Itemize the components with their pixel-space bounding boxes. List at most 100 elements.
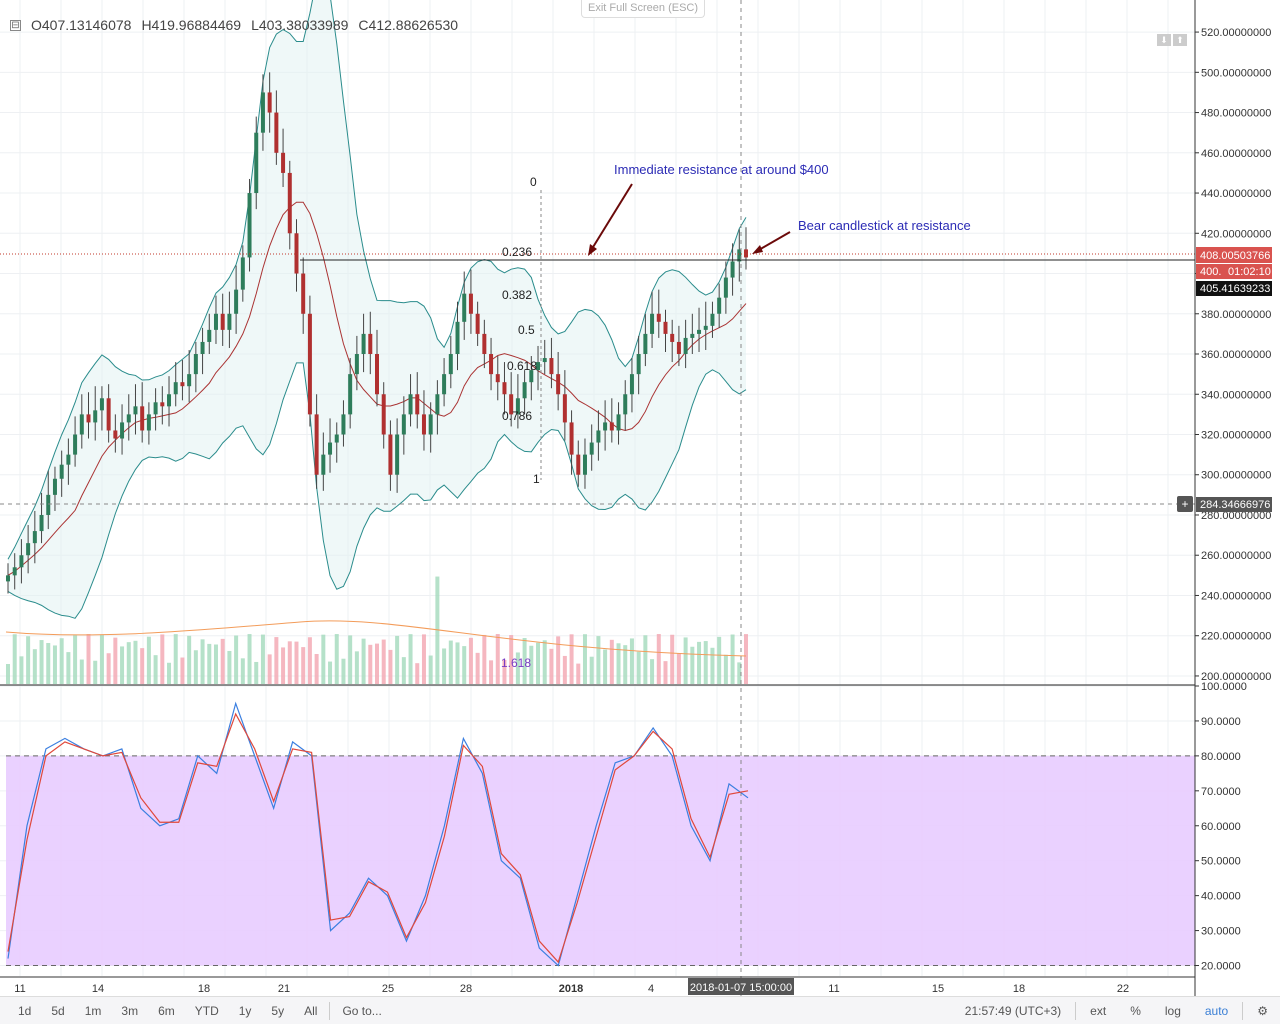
volume-bar bbox=[240, 658, 245, 684]
range-button-6m[interactable]: 6m bbox=[158, 1003, 175, 1018]
collapse-toggle-icon[interactable]: ⊟ bbox=[10, 19, 21, 31]
volume-bar bbox=[167, 662, 172, 684]
arrow-up-icon[interactable]: ⬆ bbox=[1173, 34, 1187, 46]
candle-body bbox=[542, 358, 547, 363]
candle-body bbox=[703, 325, 708, 330]
fib-label: 1 bbox=[533, 472, 540, 486]
stoch-band bbox=[6, 755, 1195, 966]
exit-full-screen-button[interactable]: Exit Full Screen (ESC) bbox=[581, 0, 705, 18]
volume-bar bbox=[274, 637, 279, 684]
volume-bar bbox=[213, 644, 218, 684]
fib-label: 0.618 bbox=[507, 359, 537, 373]
candle-body bbox=[254, 132, 259, 194]
candle-body bbox=[287, 172, 292, 234]
ext-button[interactable]: ext bbox=[1090, 1004, 1107, 1018]
candle-body bbox=[448, 354, 453, 375]
percent-button[interactable]: % bbox=[1130, 1004, 1141, 1018]
volume-bar bbox=[589, 656, 594, 684]
volume-bar bbox=[26, 636, 31, 684]
candle-body bbox=[582, 454, 587, 475]
volume-bar bbox=[133, 640, 138, 684]
candle-body bbox=[663, 321, 668, 334]
volume-bar bbox=[220, 638, 225, 684]
volume-bar bbox=[368, 644, 373, 684]
volume-bar bbox=[502, 659, 507, 684]
volume-bar bbox=[12, 634, 17, 684]
osc-tick-label: 20.0000 bbox=[1201, 961, 1241, 973]
candle-body bbox=[421, 414, 426, 435]
candle-body bbox=[12, 567, 17, 576]
volume-bar bbox=[173, 634, 178, 684]
volume-bar bbox=[328, 661, 333, 684]
range-button-5d[interactable]: 5d bbox=[51, 1003, 65, 1018]
range-button-3m[interactable]: 3m bbox=[121, 1003, 139, 1018]
range-button-ytd[interactable]: YTD bbox=[194, 1003, 219, 1018]
volume-bar bbox=[207, 643, 212, 684]
add-alert-icon[interactable]: + bbox=[1177, 496, 1193, 512]
candle-body bbox=[281, 152, 286, 173]
candle-body bbox=[307, 313, 312, 415]
candle-body bbox=[388, 434, 393, 475]
candle-body bbox=[401, 414, 406, 435]
chart-canvas[interactable]: 0 0.236 0.382 0.5 0.618 0.786 1 1.618 Immediate … bbox=[0, 0, 1280, 996]
candle-body bbox=[569, 422, 574, 455]
volume-bar bbox=[146, 636, 151, 684]
candle-body bbox=[683, 337, 688, 355]
range-button-5y[interactable]: 5y bbox=[271, 1003, 285, 1018]
volume-bar bbox=[421, 634, 426, 684]
candles bbox=[6, 72, 748, 594]
candle-body bbox=[603, 422, 608, 431]
ohlc-low: L403.38033989 bbox=[251, 17, 349, 33]
price-tick-label: 420.00000000 bbox=[1201, 228, 1271, 240]
auto-button[interactable]: auto bbox=[1204, 1004, 1229, 1018]
volume-bar bbox=[522, 638, 527, 684]
candle-body bbox=[321, 454, 326, 475]
fib-label: 0 bbox=[530, 175, 537, 189]
volume-bar bbox=[160, 634, 165, 684]
volume-bar bbox=[314, 654, 319, 684]
log-button[interactable]: log bbox=[1164, 1004, 1181, 1018]
candle-body bbox=[737, 249, 742, 262]
volume-bar bbox=[489, 660, 494, 684]
volume-bar bbox=[603, 649, 608, 684]
countdown-prefix: 400. bbox=[1200, 266, 1221, 278]
time-tick-label: 25 bbox=[382, 983, 394, 995]
volume-bar bbox=[744, 634, 748, 684]
volume-bar bbox=[200, 639, 205, 684]
volume-bar bbox=[636, 651, 641, 684]
candle-body bbox=[576, 454, 581, 475]
annotation-arrow bbox=[756, 231, 791, 252]
time-tick-label: 4 bbox=[648, 983, 654, 995]
fib-label: 1.618 bbox=[501, 656, 531, 670]
range-button-all[interactable]: All bbox=[304, 1003, 318, 1018]
candle-body bbox=[120, 422, 125, 439]
volume-bar bbox=[6, 664, 10, 684]
volume-bar bbox=[375, 643, 379, 684]
candle-body bbox=[676, 341, 681, 355]
candle-body bbox=[375, 354, 379, 395]
volume-bar bbox=[556, 636, 561, 684]
volume-bar bbox=[509, 635, 514, 684]
countdown-box bbox=[1196, 264, 1272, 279]
volume-bar bbox=[113, 637, 118, 684]
arrow-down-icon[interactable]: ⬇ bbox=[1157, 34, 1171, 46]
time-tick-label: 11 bbox=[828, 983, 839, 995]
candle-body bbox=[207, 329, 212, 342]
range-button-1y[interactable]: 1y bbox=[238, 1003, 252, 1018]
range-button-1m[interactable]: 1m bbox=[84, 1003, 102, 1018]
volume-bar bbox=[59, 638, 64, 684]
price-tick-label: 500.00000000 bbox=[1201, 67, 1271, 79]
price-tick-label: 240.00000000 bbox=[1201, 590, 1271, 602]
volume-bar bbox=[120, 646, 125, 684]
range-button-1d[interactable]: 1d bbox=[18, 1003, 32, 1018]
candle-body bbox=[730, 261, 735, 278]
volume-bar bbox=[106, 653, 111, 684]
gear-icon[interactable]: ⚙ bbox=[1257, 1004, 1268, 1018]
candle-body bbox=[609, 422, 614, 431]
volume-bar bbox=[260, 634, 265, 684]
bollinger-lower bbox=[7, 362, 747, 619]
volume-bar bbox=[549, 648, 554, 684]
osc-tick-label: 90.0000 bbox=[1201, 716, 1241, 728]
time-tick-label: 15 bbox=[932, 983, 944, 995]
goto-button[interactable]: Go to... bbox=[342, 1003, 382, 1018]
